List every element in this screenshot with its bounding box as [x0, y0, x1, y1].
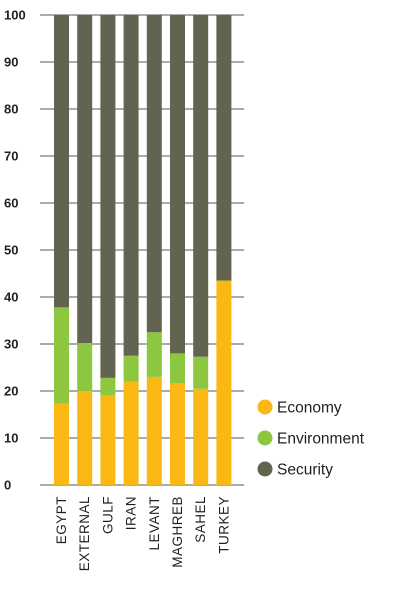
bar-segment-economy-gulf — [100, 395, 116, 485]
y-tick-label: 40 — [4, 290, 18, 305]
bar-segment-security-sahel — [193, 15, 209, 357]
y-tick-label: 20 — [4, 384, 18, 399]
bar-segment-environment-gulf — [100, 377, 116, 396]
y-tick-label: 0 — [4, 478, 11, 493]
legend-label: Environment — [277, 431, 365, 448]
category-label: EGYPT — [54, 496, 69, 544]
bar-segment-economy-maghreb — [170, 383, 185, 485]
y-tick-label: 30 — [4, 337, 18, 352]
legend-swatch-economy — [257, 399, 273, 415]
bar-segment-security-egypt — [54, 15, 69, 308]
bar-segment-environment-external — [77, 343, 93, 391]
y-tick-label: 100 — [4, 8, 26, 23]
bar-segment-security-turkey — [216, 15, 232, 281]
bar-segment-economy-levant — [146, 376, 162, 485]
bar-segment-environment-sahel — [193, 356, 209, 389]
bar-segment-security-iran — [123, 15, 139, 356]
category-label: LEVANT — [147, 496, 162, 551]
category-label: GULF — [100, 496, 115, 534]
bar-segment-security-maghreb — [170, 15, 185, 354]
bar-segment-environment-egypt — [54, 307, 69, 404]
y-tick-label: 50 — [4, 243, 18, 258]
legend: Economy Environment Security — [257, 399, 365, 479]
y-tick-label: 80 — [4, 102, 18, 117]
y-tick-label: 10 — [4, 431, 18, 446]
bar-segment-economy-sahel — [193, 388, 209, 485]
bar-segment-security-gulf — [100, 15, 116, 378]
bars — [54, 15, 232, 485]
category-label: TURKEY — [216, 496, 231, 554]
bar-segment-environment-levant — [146, 332, 162, 377]
y-tick-label: 70 — [4, 149, 18, 164]
y-tick-label: 60 — [4, 196, 18, 211]
legend-swatch-security — [257, 461, 273, 477]
bar-segment-security-levant — [146, 15, 162, 333]
bar-segment-security-external — [77, 15, 93, 344]
legend-label: Economy — [277, 400, 342, 417]
bar-segment-environment-maghreb — [170, 353, 185, 384]
legend-label: Security — [277, 462, 333, 479]
gridlines — [40, 14, 244, 486]
category-label: SAHEL — [193, 496, 208, 543]
legend-swatch-environment — [257, 430, 273, 446]
bar-segment-economy-egypt — [54, 403, 69, 485]
bar-segment-economy-external — [77, 391, 93, 485]
category-label: IRAN — [124, 496, 139, 530]
x-axis-category-labels: EGYPT EXTERNAL GULF IRAN LEVANT MAGHREB SAHEL T… — [54, 496, 231, 571]
category-label: EXTERNAL — [77, 496, 92, 571]
category-label: MAGHREB — [170, 496, 185, 568]
y-axis-tick-labels: 0 10 20 30 40 50 60 70 80 90 100 — [4, 8, 26, 493]
bar-segment-environment-iran — [123, 355, 139, 382]
bar-segment-economy-iran — [123, 381, 139, 485]
bar-segment-economy-turkey — [216, 280, 232, 485]
y-tick-label: 90 — [4, 55, 18, 70]
